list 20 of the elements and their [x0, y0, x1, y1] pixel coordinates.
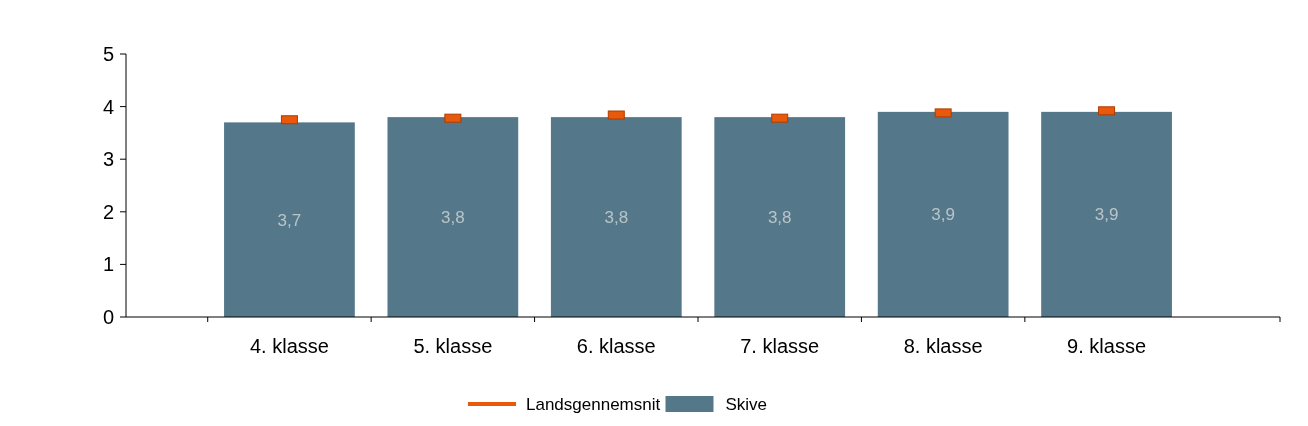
y-tick-label: 1 [102, 253, 114, 276]
data-label: 3,8 [767, 208, 792, 228]
data-label: 3,8 [441, 208, 465, 228]
legend-label: Landsgennemsnit [526, 395, 661, 414]
legend-label: Skive [725, 395, 768, 414]
y-tick-label: 2 [102, 200, 114, 223]
x-tick-label: 5. klasse [413, 335, 493, 357]
y-tick-label: 3 [102, 148, 114, 171]
x-tick-label: 9. klasse [1067, 335, 1147, 357]
data-label: 3,7 [277, 210, 302, 230]
x-tick-label: 6. klasse [576, 335, 656, 357]
y-tick-label: 4 [102, 95, 114, 118]
y-tick-label: 5 [102, 43, 114, 65]
x-tick-label: 8. klasse [903, 335, 983, 357]
y-tick-label: 0 [102, 306, 114, 328]
x-tick-label: 4. klasse [249, 335, 329, 357]
x-tick-label: 7. klasse [740, 335, 820, 357]
data-label: 3,9 [1094, 205, 1119, 225]
data-label: 3,9 [931, 205, 955, 225]
data-label: 3,8 [604, 208, 629, 228]
